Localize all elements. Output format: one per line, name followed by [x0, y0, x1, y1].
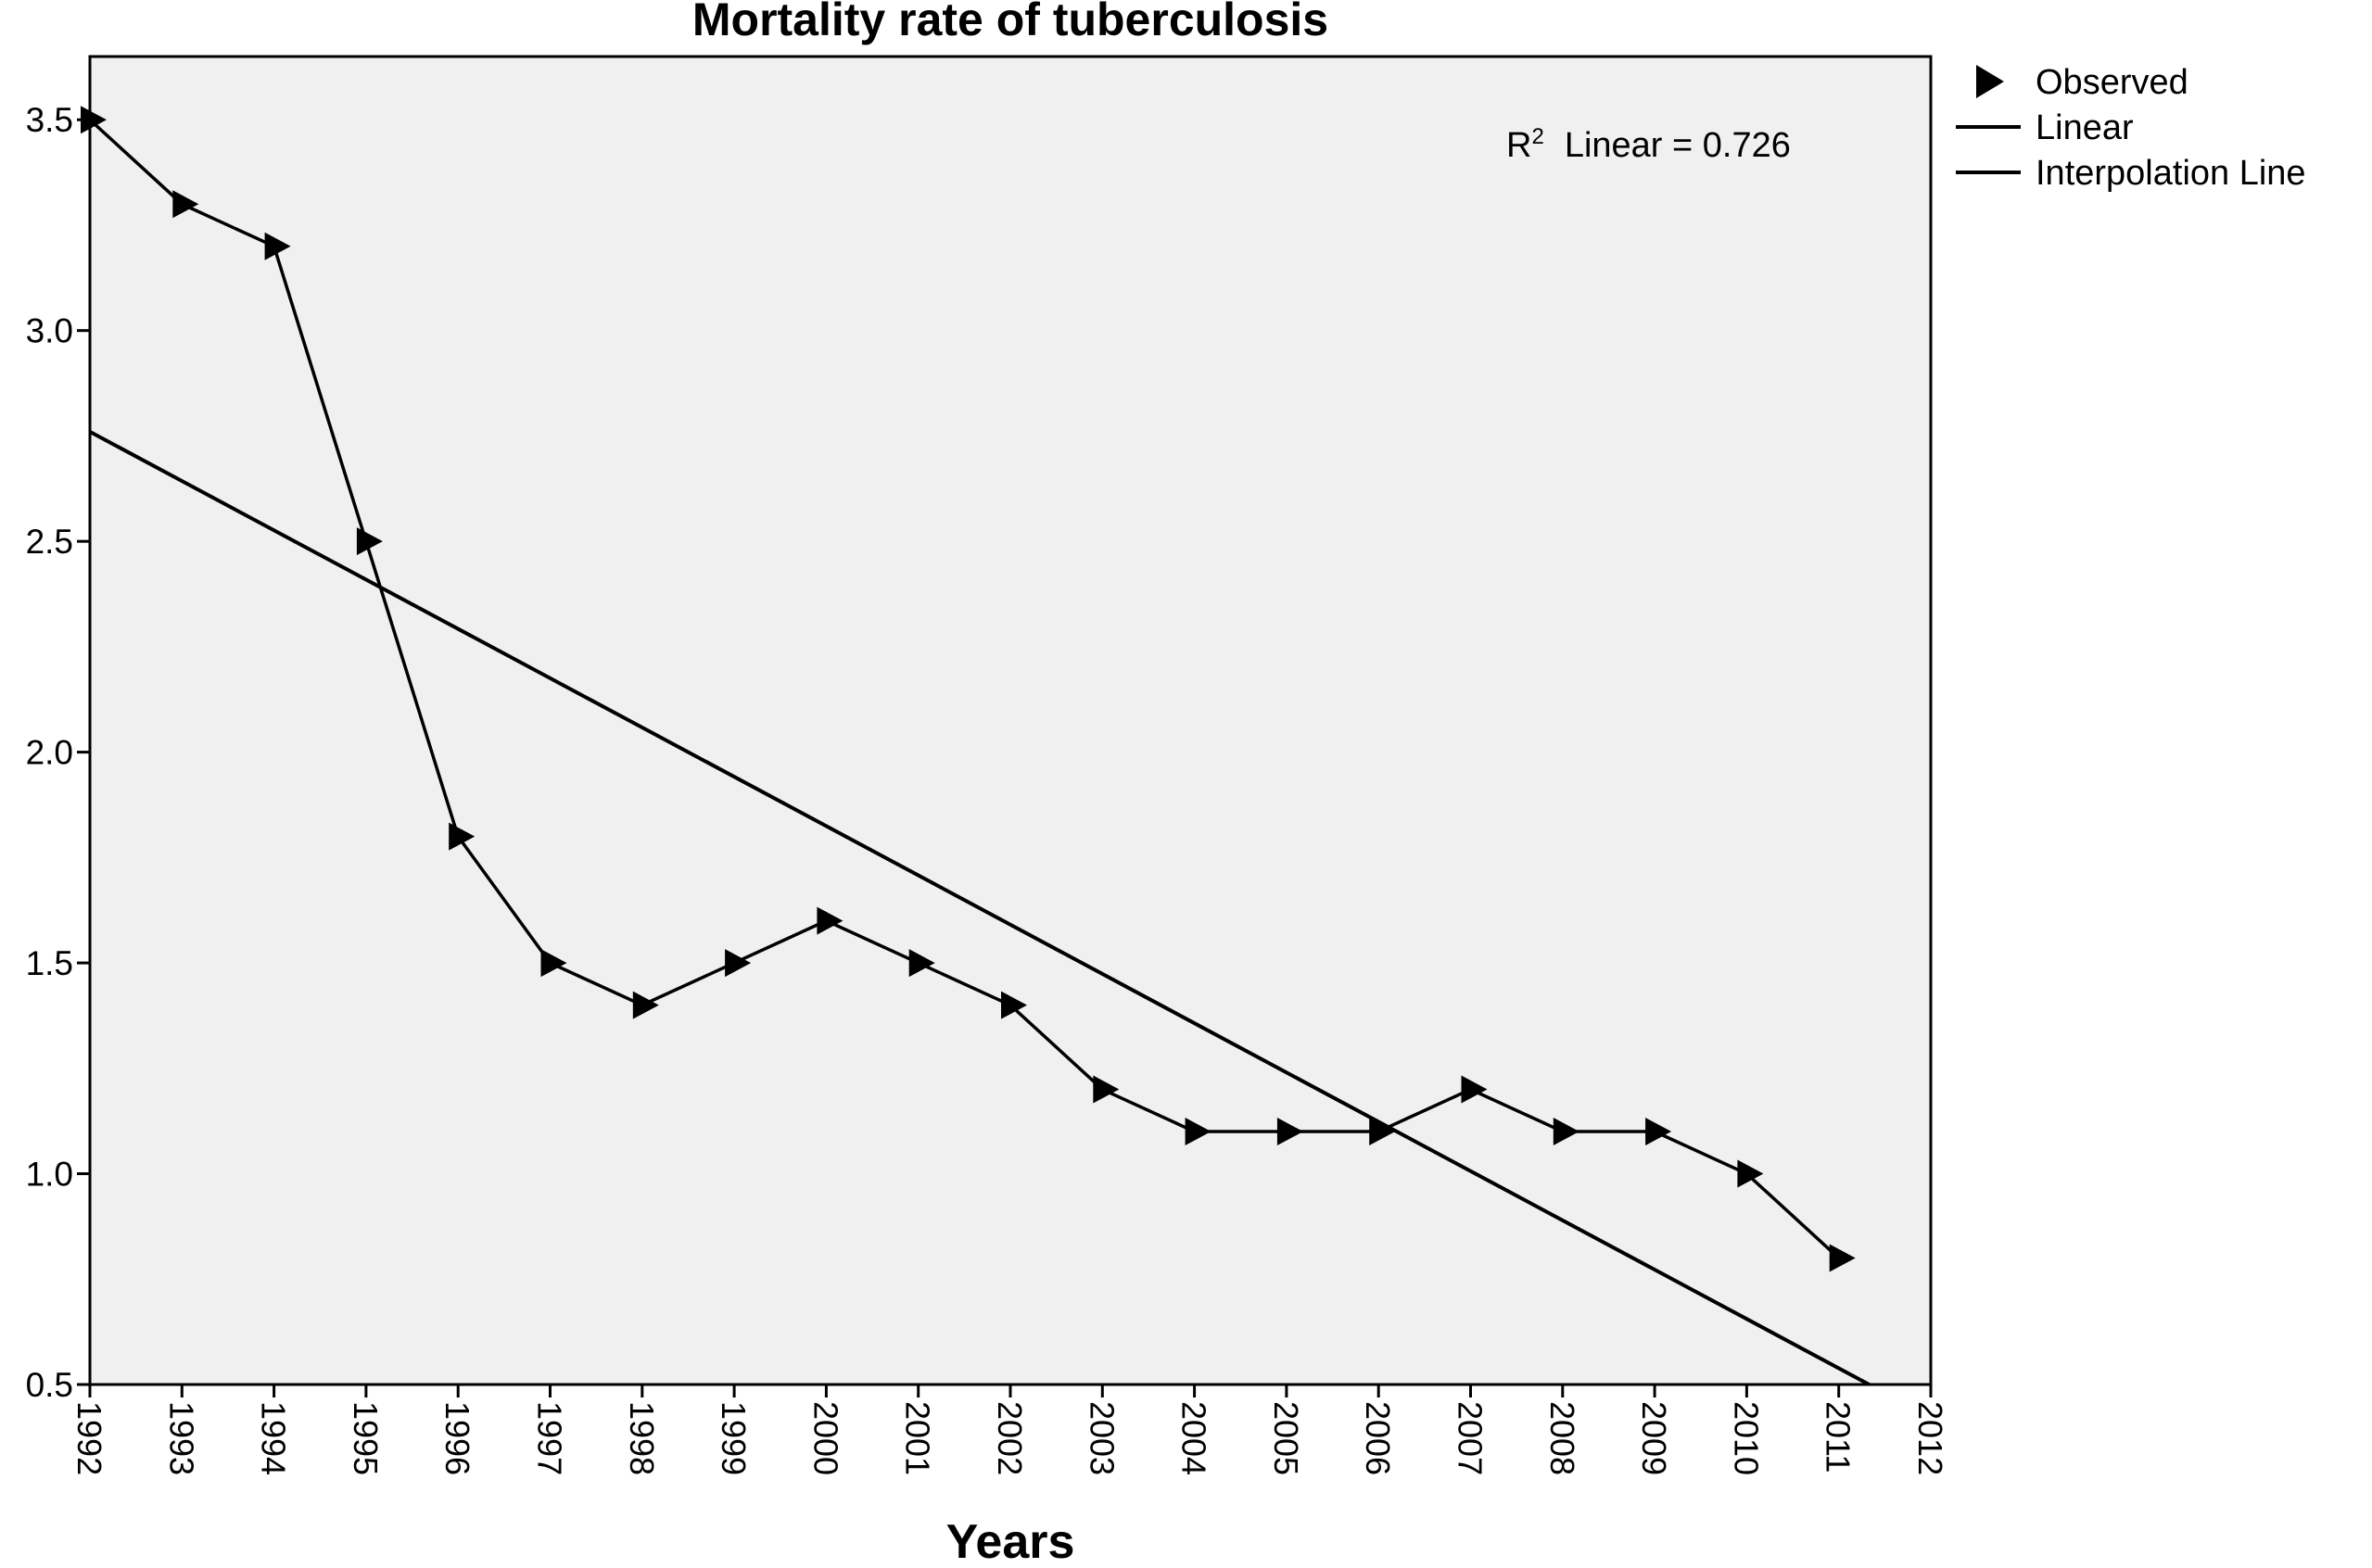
x-tick-label: 1999 [715, 1401, 753, 1475]
observed-point [1829, 1244, 1856, 1272]
r2-superscript: 2 [1531, 124, 1543, 149]
observed-point [1645, 1118, 1672, 1146]
x-tick-label: 2003 [1083, 1401, 1121, 1475]
linear-fit-layer [89, 430, 1871, 1386]
observed-point [1001, 991, 1027, 1019]
linear-fit-line [89, 430, 1871, 1386]
y-tick-label: 1.0 [26, 1156, 73, 1194]
y-tick-label: 3.0 [26, 312, 73, 350]
x-tick-label: 1993 [162, 1401, 200, 1475]
legend-marker-observed [1976, 65, 2004, 98]
legend: Observed Linear Interpolation Line [1956, 63, 2306, 193]
observed-point [817, 906, 844, 935]
y-axis: 0.5 1.0 1.5 2.0 2.5 3.0 3.5 [26, 101, 90, 1404]
observed-point [1553, 1118, 1579, 1146]
x-tick-label: 2007 [1452, 1401, 1490, 1475]
x-tick-label: 2006 [1359, 1401, 1397, 1475]
x-tick-label: 2000 [806, 1401, 844, 1475]
r2-annotation: R2 Linear = 0.726 [1506, 124, 1791, 165]
chart-title: Mortality rate of tuberculosis [692, 0, 1328, 45]
x-tick-label: 1998 [623, 1401, 661, 1475]
legend-label: Linear [2036, 108, 2134, 147]
x-tick-label: 1997 [531, 1401, 569, 1475]
r2-label: R [1506, 126, 1531, 165]
observed-point [1369, 1118, 1396, 1146]
legend-label: Observed [2036, 63, 2188, 102]
y-tick-label: 2.5 [26, 523, 73, 561]
observed-point [172, 190, 199, 219]
observed-point [908, 949, 935, 978]
x-tick-label: 2001 [899, 1401, 937, 1475]
x-tick-label: 2005 [1267, 1401, 1305, 1475]
observed-point [449, 822, 476, 851]
x-tick-label: 1994 [255, 1401, 293, 1475]
legend-label: Interpolation Line [2036, 154, 2306, 193]
interpolation-line [88, 118, 1840, 1259]
r2-text: Linear = 0.726 [1565, 126, 1791, 165]
x-tick-label: 1995 [347, 1401, 385, 1475]
observed-point [725, 949, 752, 978]
y-tick-label: 2.0 [26, 734, 73, 772]
observed-point [1093, 1075, 1120, 1104]
x-tick-label: 2004 [1175, 1401, 1213, 1475]
x-tick-label: 2011 [1820, 1401, 1858, 1473]
plot-area [88, 55, 1933, 1386]
y-tick-label: 0.5 [26, 1366, 73, 1404]
observed-point [356, 527, 383, 556]
x-tick-label: 2008 [1543, 1401, 1581, 1475]
observed-point [264, 232, 291, 260]
x-tick-label: 2010 [1727, 1401, 1765, 1475]
x-tick-label: 2002 [991, 1401, 1029, 1475]
x-tick-label: 1992 [70, 1401, 108, 1475]
x-axis: 1992 1993 1994 1995 1996 1997 1998 1999 2000 2001… [70, 1385, 1949, 1475]
y-tick-label: 1.5 [26, 944, 73, 982]
observed-layer [81, 106, 1856, 1272]
x-tick-label: 2009 [1635, 1401, 1673, 1475]
observed-point [1461, 1075, 1488, 1104]
x-axis-title: Years [946, 1515, 1075, 1563]
observed-point [1276, 1118, 1303, 1146]
x-tick-label: 1996 [438, 1401, 476, 1475]
observed-point [1185, 1118, 1211, 1146]
observed-point [540, 949, 567, 978]
x-tick-label: 2012 [1911, 1401, 1949, 1475]
observed-point [632, 991, 659, 1019]
observed-point [81, 106, 107, 134]
observed-point [1737, 1159, 1764, 1188]
y-tick-label: 3.5 [26, 101, 73, 139]
